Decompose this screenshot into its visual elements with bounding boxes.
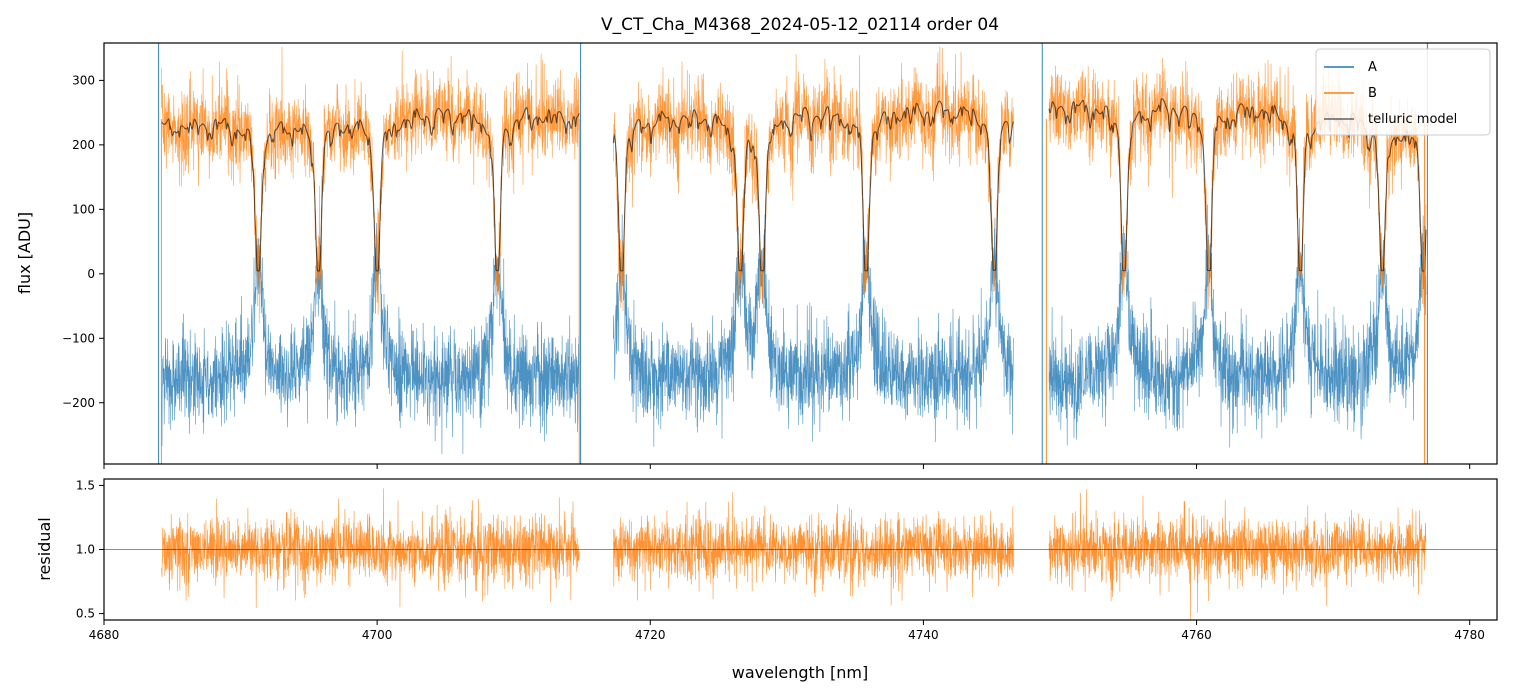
flux-x-ticks <box>103 464 1471 469</box>
flux-axes-frame <box>103 42 1498 465</box>
residual-y-tick-label: 1.5 <box>76 478 95 492</box>
residual-panel: 1.5 1.0 0.5 4680 4700 4720 4740 4760 4780 resid… <box>35 478 1498 642</box>
legend-label-b: B <box>1368 86 1377 101</box>
x-tick-label: 4700 <box>362 628 393 642</box>
series-a-line <box>161 222 580 455</box>
flux-y-tick-label: 0 <box>87 267 95 281</box>
x-tick-label: 4720 <box>635 628 666 642</box>
flux-y-axis-label: flux [ADU] <box>15 212 34 294</box>
flux-y-tick-label: −100 <box>62 331 95 345</box>
legend-label-a: A <box>1368 60 1377 75</box>
residual-line <box>1048 489 1427 620</box>
residual-y-tick-label: 1.0 <box>76 543 95 557</box>
residual-y-tick-label: 0.5 <box>76 607 95 621</box>
telluric-model-line <box>160 107 580 272</box>
legend-box <box>1315 48 1491 136</box>
flux-y-ticks: 300 200 100 0 −100 −200 <box>62 73 104 410</box>
x-tick-label: 4760 <box>1181 628 1212 642</box>
telluric-model-line <box>612 100 1014 272</box>
residual-line <box>161 488 580 609</box>
legend: A B telluric model <box>1315 48 1491 136</box>
flux-plot-area <box>158 43 1428 464</box>
series-a-line <box>613 214 1014 447</box>
residual-y-axis-label: residual <box>35 517 54 580</box>
x-tick-label: 4740 <box>908 628 939 642</box>
flux-y-tick-label: 300 <box>72 73 95 87</box>
residual-line <box>613 492 1014 606</box>
x-tick-label: 4680 <box>89 628 120 642</box>
x-tick-label: 4780 <box>1454 628 1485 642</box>
flux-y-tick-label: 100 <box>72 202 95 216</box>
residual-plot-area <box>104 488 1497 620</box>
residual-y-ticks: 1.5 1.0 0.5 <box>76 478 104 621</box>
legend-label-telluric: telluric model <box>1368 112 1457 127</box>
chart-title: V_CT_Cha_M4368_2024-05-12_02114 order 04 <box>601 15 999 35</box>
x-axis-label: wavelength [nm] <box>732 663 869 682</box>
flux-panel: 300 200 100 0 −100 −200 flux [ADU] A B tellur… <box>15 42 1498 469</box>
flux-y-tick-label: 200 <box>72 138 95 152</box>
flux-y-tick-label: −200 <box>62 396 95 410</box>
residual-x-ticks: 4680 4700 4720 4740 4760 4780 <box>89 620 1485 642</box>
series-a-line <box>1048 204 1427 448</box>
